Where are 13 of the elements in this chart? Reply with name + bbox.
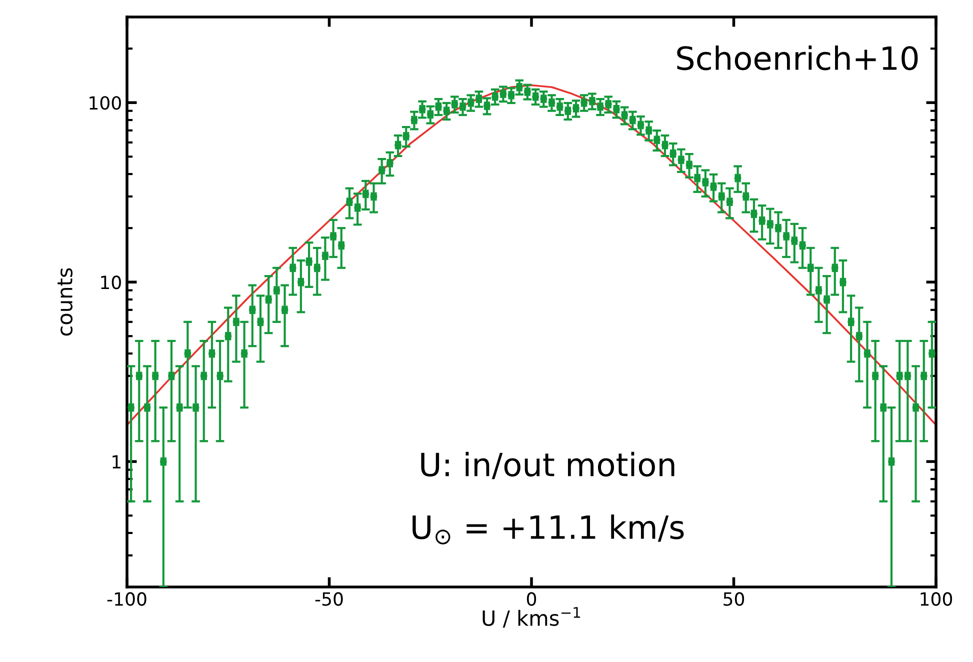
annotation: Schoenrich+10 (677, 46, 918, 70)
x-axis-title: U / kms$^{−1}$ (482, 607, 580, 628)
x-tick-label: 50 (724, 592, 744, 606)
x-tick-label: -100 (107, 592, 146, 606)
annotation: U$_{⊙}$ = +11.1 km/s (412, 514, 684, 544)
y-axis-title: counts (58, 268, 73, 336)
x-tick-label: -50 (315, 592, 343, 606)
x-tick-label: 0 (526, 592, 536, 606)
y-tick-label: 10 (101, 276, 121, 290)
y-tick-label: 100 (90, 96, 121, 110)
y-tick-label: 1 (112, 455, 120, 468)
annotation: U: in/out motion (421, 452, 674, 480)
x-tick-label: 100 (920, 592, 952, 606)
